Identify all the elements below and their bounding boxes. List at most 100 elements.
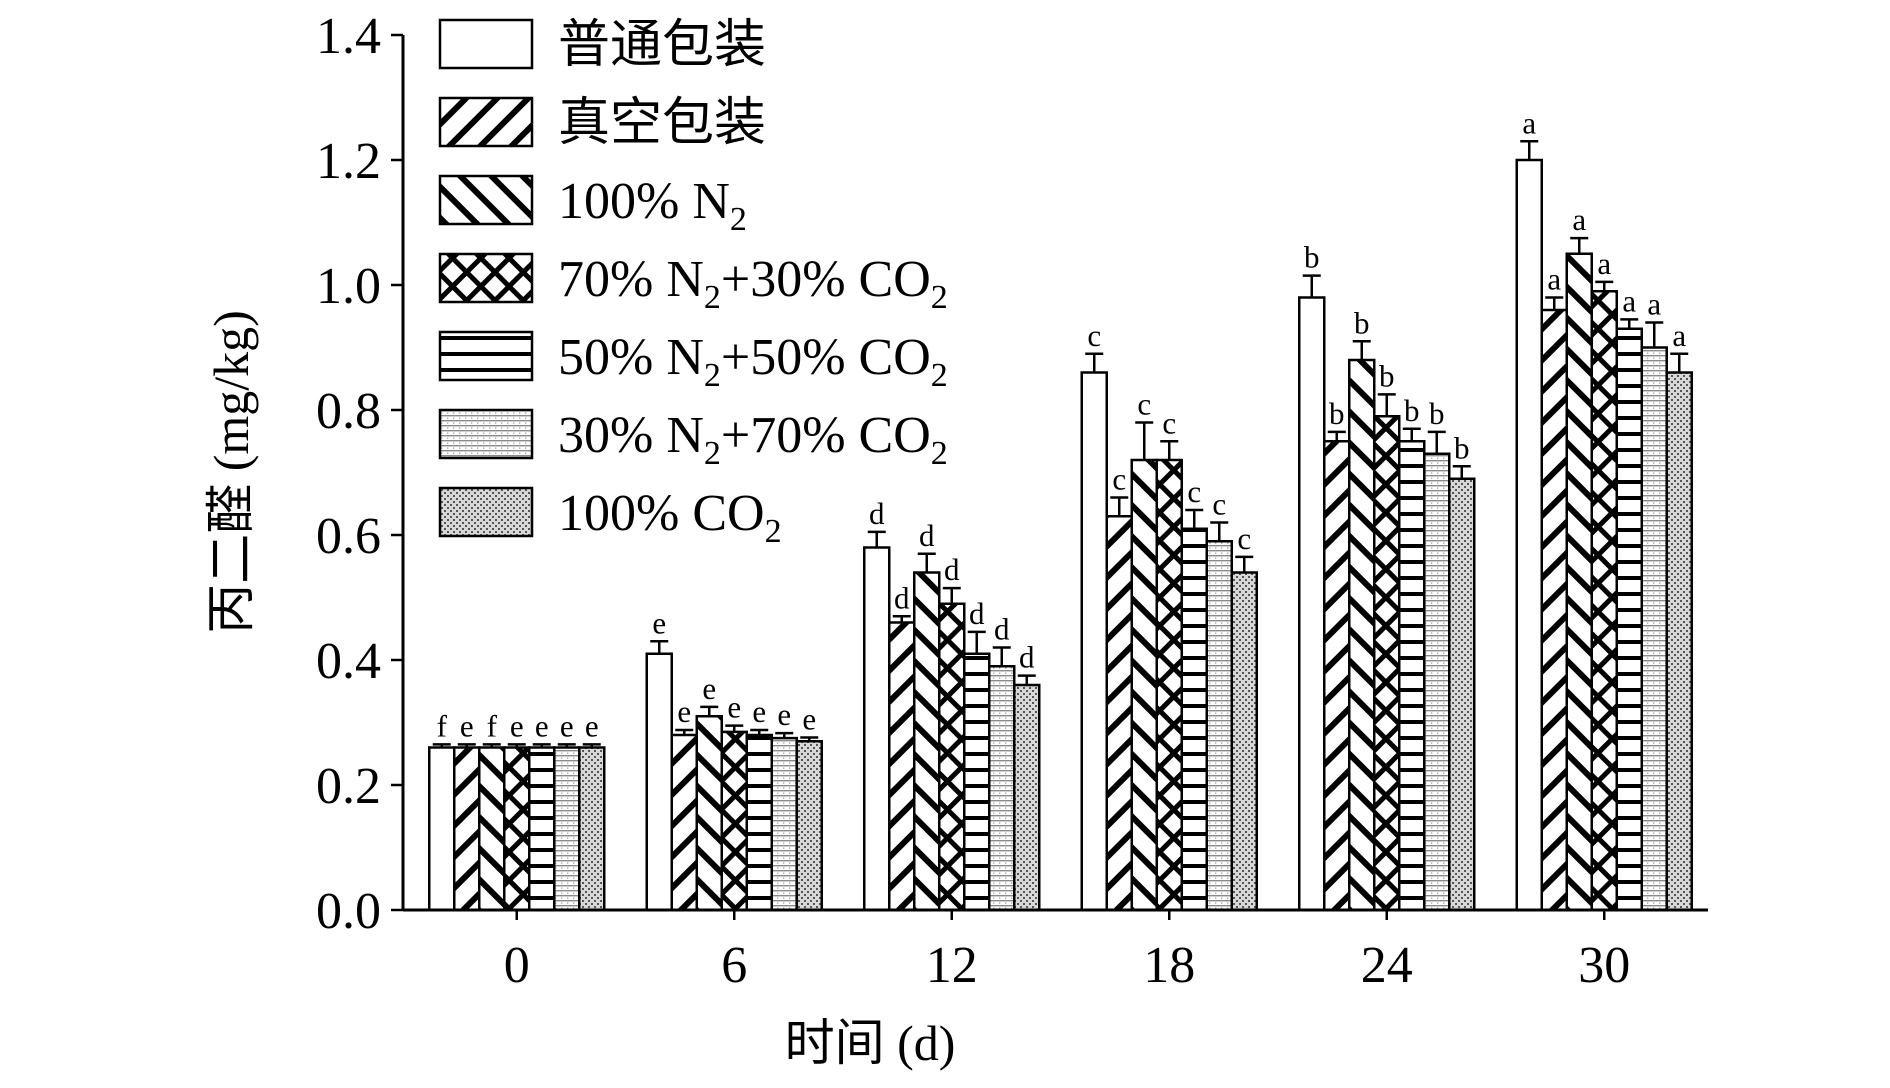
significance-label: d [969, 596, 985, 631]
legend-label: 普通包装 [558, 17, 766, 74]
legend-swatch [438, 174, 534, 226]
bar-s0-c1 [645, 652, 673, 912]
bar-s3-c5 [1590, 290, 1618, 912]
significance-label: b [1454, 430, 1470, 465]
x-tick-label: 18 [1143, 937, 1195, 994]
significance-label: e [535, 708, 549, 743]
legend-swatch [438, 18, 534, 70]
legend-swatch [438, 252, 534, 304]
significance-label: b [1404, 393, 1420, 428]
bar-s6-c0 [578, 746, 606, 912]
bar-s3-c4 [1373, 415, 1401, 912]
legend-label: 100% N2 [558, 173, 747, 238]
bar-s6-c3 [1230, 571, 1258, 912]
significance-label: d [1019, 640, 1035, 675]
significance-label: c [1137, 387, 1151, 422]
significance-label: b [1354, 305, 1370, 340]
bar-s2-c2 [913, 571, 941, 912]
bar-s2-c5 [1565, 252, 1593, 912]
bar-s6-c1 [795, 740, 823, 912]
significance-label: c [1112, 462, 1126, 497]
significance-label: c [1087, 318, 1101, 353]
legend-item: 100% N2 [438, 173, 747, 238]
significance-label: a [1597, 246, 1611, 281]
x-tick-label: 6 [721, 937, 747, 994]
significance-label: d [919, 518, 935, 553]
significance-label: c [1187, 474, 1201, 509]
significance-label: e [510, 708, 524, 743]
legend-item: 普通包装 [438, 17, 766, 74]
bar-s4-c3 [1180, 527, 1208, 912]
significance-label: c [1212, 487, 1226, 522]
legend-label: 50% N2+50% CO2 [558, 329, 948, 394]
significance-label: a [1572, 202, 1586, 237]
significance-label: d [869, 496, 885, 531]
bar-s1-c4 [1323, 440, 1351, 912]
bar-s5-c4 [1423, 452, 1451, 912]
significance-label: e [677, 694, 691, 729]
bar-s6-c5 [1665, 371, 1693, 912]
significance-label: e [652, 605, 666, 640]
significance-label: f [437, 708, 448, 743]
axes-layer: 0 6 12 18 24 30 0.0 0.2 0.4 0.6 0.8 1.0 1.2 1.4 [316, 8, 1708, 994]
significance-label: c [1162, 405, 1176, 440]
bar-s4-c1 [745, 733, 773, 912]
bar-s0-c5 [1515, 158, 1543, 912]
y-tick-label: 1.2 [316, 133, 381, 190]
y-tick-label: 1.0 [316, 258, 381, 315]
y-tick-label: 0.2 [316, 758, 381, 815]
bar-s2-c4 [1348, 358, 1376, 912]
bar-s3-c1 [720, 730, 748, 912]
y-tick-label: 1.4 [316, 8, 381, 65]
significance-label: d [994, 612, 1010, 647]
bar-s1-c0 [453, 746, 481, 912]
legend-label: 100% CO2 [558, 485, 782, 550]
significance-label: b [1379, 358, 1395, 393]
significance-label: e [560, 708, 574, 743]
significance-label: d [944, 552, 960, 587]
bar-s2-c0 [478, 746, 506, 912]
bar-s2-c3 [1130, 458, 1158, 912]
x-tick-label: 0 [504, 937, 530, 994]
significance-label: e [727, 690, 741, 725]
bar-s1-c2 [888, 621, 916, 912]
y-tick-label: 0.0 [316, 883, 381, 940]
y-tick-label: 0.6 [316, 508, 381, 565]
significance-label: a [1522, 105, 1536, 140]
significance-label: a [1672, 318, 1686, 353]
x-tick-label: 24 [1361, 937, 1413, 994]
significance-label: d [894, 580, 910, 615]
legend-label: 真空包装 [558, 95, 766, 152]
bar-s2-c1 [695, 715, 723, 912]
bar-s4-c5 [1615, 327, 1643, 912]
y-tick-label: 0.4 [316, 633, 381, 690]
significance-label: b [1329, 396, 1345, 431]
significance-label: c [1237, 521, 1251, 556]
legend-label: 30% N2+70% CO2 [558, 407, 948, 472]
significance-label: a [1647, 287, 1661, 322]
bar-s0-c0 [428, 746, 456, 912]
bar-s0-c4 [1298, 296, 1326, 912]
legend-item: 100% CO2 [438, 485, 782, 550]
bar-s5-c3 [1205, 540, 1233, 912]
x-axis-title: 时间 (d) [785, 1015, 956, 1071]
significance-label: e [777, 697, 791, 732]
bar-s0-c2 [863, 546, 891, 912]
bar-s5-c1 [770, 736, 798, 912]
significance-label: b [1429, 396, 1445, 431]
bar-s5-c0 [553, 746, 581, 912]
legend-item: 50% N2+50% CO2 [438, 329, 948, 394]
legend-label: 70% N2+30% CO2 [558, 251, 948, 316]
significance-label: e [802, 702, 816, 737]
significance-label: e [702, 671, 716, 706]
legend-swatch [438, 408, 534, 460]
bar-s1-c5 [1540, 308, 1568, 912]
bar-s4-c4 [1398, 440, 1426, 912]
significance-label: e [752, 694, 766, 729]
y-axis-title: 丙二醛 (mg/kg) [203, 310, 259, 634]
significance-label: a [1622, 283, 1636, 318]
